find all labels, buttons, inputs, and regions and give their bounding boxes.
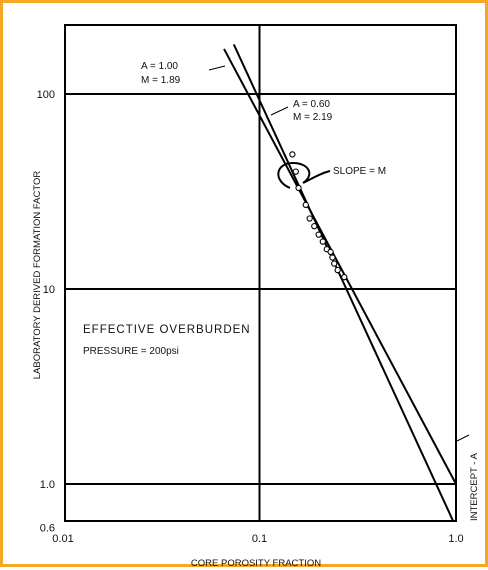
label-slope: SLOPE = M [333, 166, 386, 177]
data-point-1 [292, 168, 299, 175]
label-intercept: INTERCEPT - A [469, 452, 480, 521]
y-tick-label-3: 100 [37, 89, 55, 101]
data-point-13 [341, 274, 348, 281]
label-a060: A = 0.60 [293, 99, 330, 110]
data-point-2 [295, 184, 302, 192]
grid [64, 24, 457, 522]
intercept-marker [456, 434, 470, 442]
label-m219: M = 2.19 [293, 112, 333, 123]
label-m189: M = 1.89 [141, 75, 181, 86]
x-axis-label: CORE POROSITY FRACTION [191, 558, 321, 569]
fit-line-1 [232, 43, 455, 523]
fit-line-0 [223, 48, 457, 485]
annotations: A = 1.00 M = 1.89 A = 0.60 M = 2.19 SLOP… [32, 61, 480, 569]
leader-a060 [270, 106, 289, 116]
x-tick-label-0: 0.01 [52, 533, 73, 545]
leader-a100 [208, 65, 226, 71]
data-point-12 [334, 266, 341, 274]
x-tick-label-2: 1.0 [448, 533, 463, 545]
y-tick-label-1: 1.0 [40, 479, 55, 491]
data-point-7 [319, 238, 326, 245]
data-point-9 [327, 248, 334, 256]
x-tick-label-1: 0.1 [252, 533, 267, 545]
y-axis-label: LABORATORY DERIVED FORMATION FACTOR [32, 171, 43, 380]
data-point-4 [306, 215, 313, 222]
data-point-0 [289, 151, 296, 158]
data-point-5 [311, 223, 318, 230]
data-point-11 [331, 260, 338, 267]
formation-factor-chart: 0.01 0.1 1.0 0.6 1.0 10 100 A = 1.00 M = 1.89 … [32, 24, 480, 569]
data-points [289, 151, 348, 281]
data-point-6 [315, 231, 322, 238]
label-condition-1: EFFECTIVE OVERBURDEN [83, 324, 251, 336]
tick-labels: 0.01 0.1 1.0 0.6 1.0 10 100 [37, 89, 464, 545]
label-a100: A = 1.00 [141, 61, 178, 72]
data-point-10 [329, 254, 336, 261]
fit-lines [223, 43, 457, 523]
slope-loop [277, 161, 331, 189]
y-tick-label-0: 0.6 [40, 522, 55, 534]
data-point-3 [302, 201, 309, 209]
label-condition-2: PRESSURE = 200psi [83, 346, 179, 357]
y-tick-label-2: 10 [43, 284, 55, 296]
